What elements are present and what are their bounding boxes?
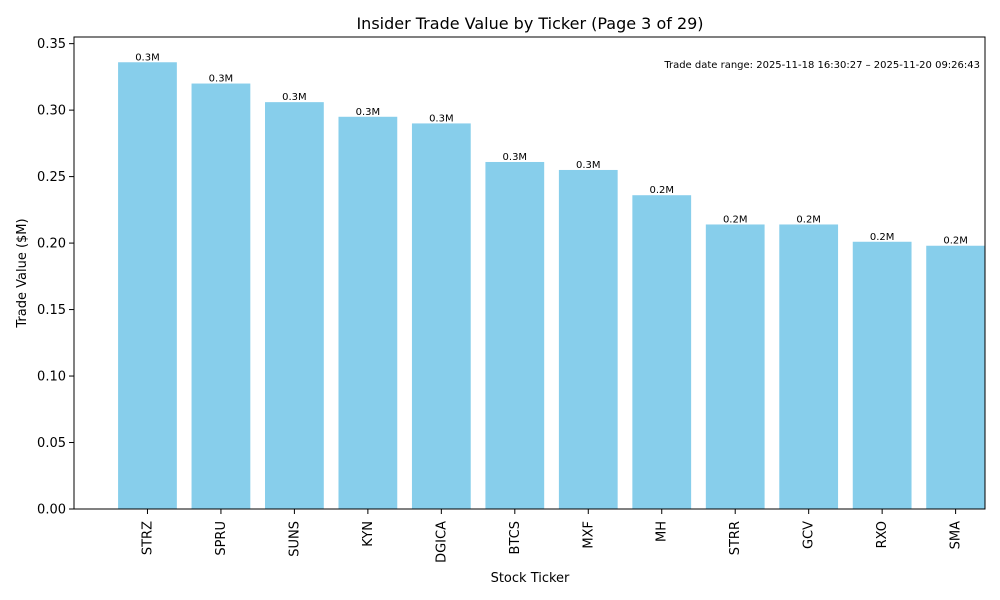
bar-mh <box>632 195 692 509</box>
y-tick-label: 0.30 <box>37 104 66 119</box>
y-axis-title: Trade Value ($M) <box>15 218 30 328</box>
x-tick-label: DGICA <box>434 521 449 563</box>
bar-strr <box>705 224 765 509</box>
x-tick-label: KYN <box>361 521 376 547</box>
y-tick-label: 0.35 <box>37 37 66 52</box>
bar-sma <box>926 245 985 510</box>
axes-layer: STRZ SPRU SUNS KYN DGICA BTCS MXF MH STRR GCV RXO S… <box>37 36 986 563</box>
bar-dgica <box>411 123 471 509</box>
y-tick-label: 0.05 <box>37 436 66 451</box>
bar-kyn <box>338 116 398 509</box>
bar-value-label: 0.3M <box>356 107 381 118</box>
bar-value-label: 0.3M <box>135 52 160 63</box>
bar-value-label: 0.3M <box>209 74 234 85</box>
x-tick-label: BTCS <box>508 521 523 554</box>
x-tick-label: SUNS <box>287 521 302 557</box>
bar-value-label: 0.2M <box>943 236 968 247</box>
plot-frame <box>73 36 986 510</box>
bar-value-label: 0.2M <box>870 232 895 243</box>
x-tick-label: MH <box>655 521 670 542</box>
bar-btcs <box>485 161 545 509</box>
bar-mxf <box>558 169 618 509</box>
x-tick-label: SPRU <box>214 521 229 556</box>
bar-value-label: 0.2M <box>723 214 748 225</box>
date-range-annotation: Trade date range: 2025-11-18 16:30:27 – … <box>663 60 980 71</box>
bar-rxo <box>852 241 912 509</box>
x-tick-label: STRR <box>728 521 743 555</box>
bar-spru <box>191 83 251 509</box>
x-tick-label: RXO <box>875 521 890 548</box>
bar-strz <box>118 62 177 510</box>
bar-suns <box>265 102 324 509</box>
bar-value-label: 0.3M <box>429 113 454 124</box>
x-axis-title: Stock Ticker <box>491 571 570 586</box>
bar-value-label: 0.2M <box>649 185 674 196</box>
x-tick-label: GCV <box>802 521 817 549</box>
bar-value-label: 0.3M <box>503 152 528 163</box>
x-tick-label: SMA <box>949 521 964 549</box>
x-tick-label: STRZ <box>140 521 155 555</box>
chart-title: Insider Trade Value by Ticker (Page 3 of… <box>356 14 703 33</box>
y-tick-label: 0.20 <box>37 237 66 252</box>
bar-gcv <box>779 224 839 509</box>
bar-value-label: 0.3M <box>576 160 601 171</box>
y-tick-label: 0.15 <box>37 303 66 318</box>
y-tick-label: 0.00 <box>37 503 66 518</box>
bars-layer: 0.3M 0.3M 0.3M 0.3M 0.3M 0.3M 0.3M 0.2M 0.2M 0.2M… <box>118 52 985 510</box>
y-tick-label: 0.25 <box>37 170 66 185</box>
x-tick-label: MXF <box>581 521 596 549</box>
bar-value-label: 0.3M <box>282 92 307 103</box>
y-tick-label: 0.10 <box>37 370 66 385</box>
bar-value-label: 0.2M <box>796 214 821 225</box>
